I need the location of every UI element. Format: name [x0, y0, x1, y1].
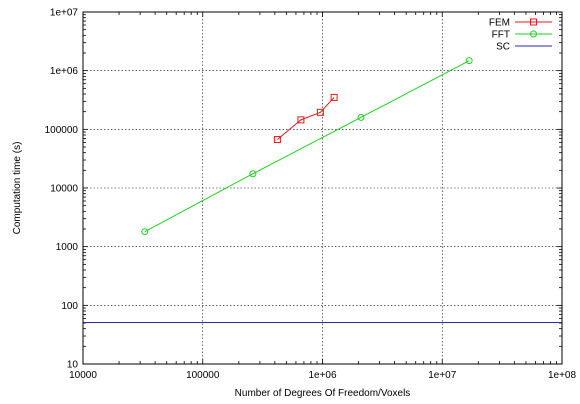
- x-tick-label: 100000: [186, 370, 220, 381]
- series-fem-point: [297, 116, 305, 124]
- y-tick-label: 10000: [50, 184, 78, 195]
- series-fft-point: [465, 57, 473, 65]
- legend-label-fem: FEM: [489, 18, 510, 29]
- y-tick-label: 100000: [45, 125, 79, 136]
- series-fem-line: [277, 97, 335, 140]
- series-fft-point: [357, 113, 365, 121]
- series-fem: [273, 93, 338, 144]
- x-tick-label: 10000: [69, 370, 97, 381]
- series-fft-line: [144, 60, 470, 233]
- series-fem-point: [316, 108, 324, 116]
- x-tick-label: 1e+08: [548, 370, 577, 381]
- legend-label-fft: FFT: [492, 30, 510, 41]
- legend-marker-fem: [530, 18, 537, 26]
- y-tick-label: 1e+07: [50, 8, 79, 19]
- x-tick-label: 1e+06: [308, 370, 337, 381]
- grid: [83, 12, 562, 364]
- y-axis-label: Computation time (s): [12, 142, 23, 235]
- series-fft-point: [141, 228, 149, 236]
- series-fem-point: [330, 93, 338, 101]
- y-tick-label: 100: [61, 301, 78, 312]
- legend-marker-fft: [530, 30, 537, 38]
- plot-series: [83, 57, 562, 323]
- series-fem-point: [273, 136, 281, 144]
- legend-label-sc: SC: [496, 42, 510, 53]
- series-fft: [141, 57, 473, 236]
- y-tick-label: 1e+06: [50, 66, 79, 77]
- series-fft-point: [249, 170, 257, 178]
- y-tick-label: 10: [67, 360, 79, 371]
- plot-frame: [82, 11, 563, 365]
- y-tick-label: 1000: [56, 242, 79, 253]
- axis-ticks: 10000 100000 1e+06 1e+07 1e+08 10 100 1000 10000…: [45, 8, 577, 382]
- x-tick-label: 1e+07: [428, 370, 457, 381]
- x-axis-label: Number of Degrees Of Freedom/Voxels: [235, 388, 411, 399]
